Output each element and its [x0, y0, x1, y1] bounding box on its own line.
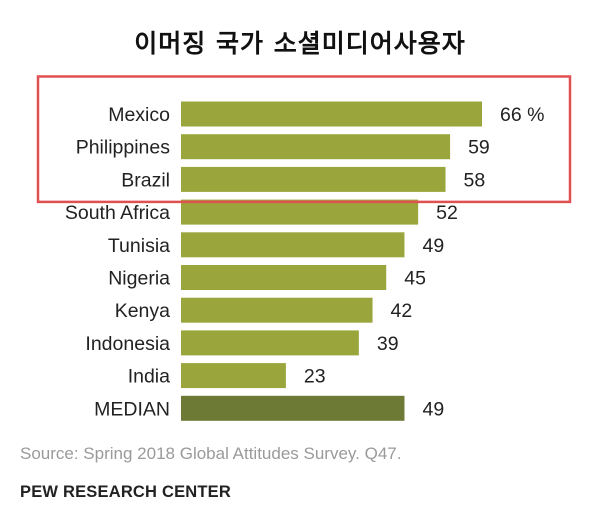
organization-name: PEW RESEARCH CENTER [20, 483, 231, 501]
bar-kenya [181, 297, 373, 323]
value-label-india: 23 [304, 366, 326, 388]
category-label-brazil: Brazil [121, 169, 170, 191]
bar-tunisia [181, 232, 405, 258]
bar-median [181, 395, 405, 421]
category-label-indonesia: Indonesia [85, 333, 170, 355]
category-label-median: MEDIAN [94, 398, 170, 420]
bar-chart: Mexico 66 % Philippines 59 Brazil 58 South Afr… [36, 75, 572, 421]
bar-indonesia [181, 330, 359, 356]
bar-india [181, 363, 286, 389]
bar-nigeria [181, 265, 387, 290]
value-label-median: 49 [422, 398, 444, 420]
category-label-india: India [128, 366, 170, 388]
source-note: Source: Spring 2018 Global Attitudes Sur… [20, 444, 402, 463]
value-label-mexico: 66 % [500, 104, 544, 126]
category-label-kenya: Kenya [115, 300, 170, 322]
value-label-indonesia: 39 [377, 333, 399, 355]
bar-mexico [181, 101, 482, 127]
category-label-philippines: Philippines [76, 137, 171, 159]
value-label-kenya: 42 [391, 300, 413, 322]
category-label-nigeria: Nigeria [108, 268, 170, 290]
chart-title: 이머징 국가 소셜미디어사용자 [134, 29, 466, 58]
value-label-brazil: 58 [464, 169, 486, 191]
category-label-tunisia: Tunisia [108, 235, 170, 257]
value-label-nigeria: 45 [404, 268, 426, 290]
value-label-south-africa: 52 [436, 202, 458, 224]
highlight-box [36, 75, 572, 204]
bar-south-africa [181, 199, 419, 225]
value-label-philippines: 59 [468, 137, 490, 159]
category-label-mexico: Mexico [108, 104, 170, 126]
category-label-south-africa: South Africa [65, 202, 170, 224]
bar-brazil [181, 166, 446, 192]
value-label-tunisia: 49 [422, 235, 444, 257]
bar-philippines [181, 134, 451, 160]
